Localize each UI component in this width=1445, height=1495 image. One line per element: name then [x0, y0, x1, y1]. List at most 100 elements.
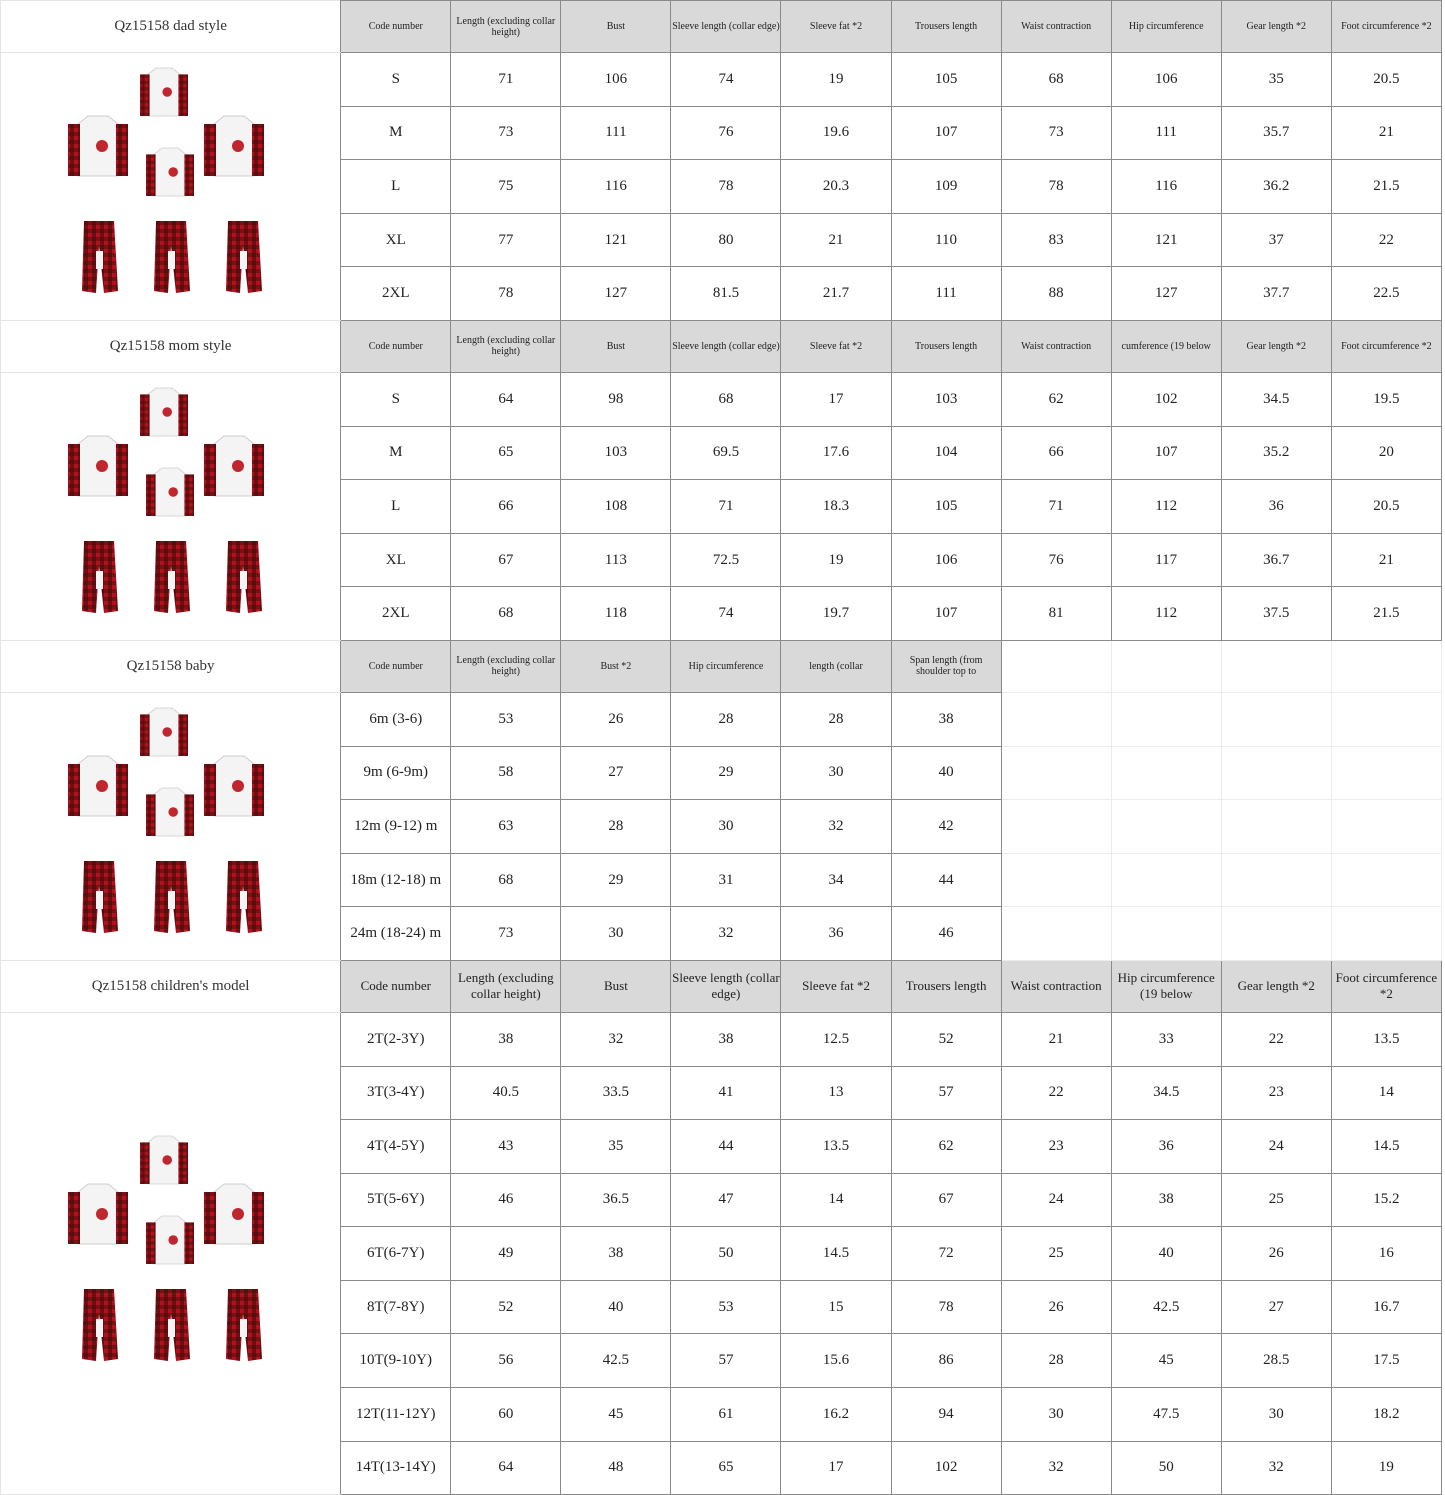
measurement-cell: 102 [890, 1440, 1002, 1495]
measurement-cell: 36.2 [1220, 159, 1332, 214]
table-row: 6m (3-6) 53 26 28 28 38 [0, 691, 1443, 961]
product-image-cell [0, 371, 342, 641]
measurement-cell: 78 [890, 1279, 1002, 1335]
empty-cell [1110, 639, 1222, 693]
measurement-cell: 105 [890, 479, 1002, 534]
measurement-cell: 72.5 [670, 532, 782, 588]
measurement-cell: 73 [450, 105, 562, 161]
measurement-cell: 117 [1110, 532, 1222, 588]
measurement-cell: 35 [1220, 52, 1332, 107]
section-header-row: Qz15158 baby Code number Length (excluding… [0, 639, 1443, 693]
empty-cell [1220, 745, 1332, 801]
measurement-cell: 67 [450, 532, 562, 588]
measurement-cell: 78 [450, 266, 562, 321]
measurement-cell: 35.2 [1220, 425, 1332, 481]
measurement-cell: 64 [450, 1440, 562, 1495]
table-row: 2T(2-3Y) 38 32 38 12.5 52 21 33 22 13.5 [0, 1011, 1443, 1495]
measurement-cell: 71 [450, 52, 562, 107]
size-cell: M [340, 425, 452, 481]
measurement-cell: 15.2 [1330, 1172, 1443, 1228]
section-title: Qz15158 mom style [0, 319, 342, 373]
measurement-cell: 36 [1110, 1119, 1222, 1174]
size-cell: L [340, 479, 452, 534]
measurement-cell: 68 [450, 852, 562, 908]
measurement-cell: 62 [890, 1119, 1002, 1174]
table-row: 3T(3-4Y) 40.5 33.5 41 13 57 22 34.5 23 14 [1, 1065, 1443, 1121]
measurement-cell: 36 [780, 906, 892, 961]
measurement-cell: 47 [670, 1172, 782, 1228]
column-header: Code number [340, 959, 452, 1013]
column-header: Bust [560, 959, 672, 1013]
measurement-cell: 13.5 [1330, 1011, 1443, 1067]
column-header: Waist contraction [1000, 319, 1112, 373]
column-header: Trousers length [890, 319, 1002, 373]
column-header: Sleeve fat *2 [780, 959, 892, 1013]
measurement-cell: 112 [1110, 479, 1222, 534]
measurement-cell: 21.5 [1330, 159, 1443, 214]
table-row: 8T(7-8Y) 52 40 53 15 78 26 42.5 27 16.7 [1, 1279, 1443, 1335]
size-cell: M [340, 105, 452, 161]
pajama-set-image [67, 388, 264, 614]
measurement-cell: 17 [780, 1440, 892, 1495]
table-row: M 65 103 69.5 17.6 104 66 107 35.2 20 [1, 425, 1443, 481]
empty-cell [1000, 745, 1112, 801]
measurement-cell: 28 [1000, 1333, 1112, 1389]
measurement-cell: 20.3 [780, 159, 892, 214]
measurement-cell: 14 [780, 1172, 892, 1228]
measurement-cell: 21.5 [1330, 586, 1443, 641]
measurement-cell: 42.5 [560, 1333, 672, 1389]
measurement-cell: 68 [670, 371, 782, 427]
size-cell: 6m (3-6) [340, 691, 452, 747]
measurement-cell: 14.5 [780, 1226, 892, 1281]
measurement-cell: 69.5 [670, 425, 782, 481]
measurement-cell: 104 [890, 425, 1002, 481]
empty-cell [1220, 852, 1332, 908]
column-header: Hip circumference [670, 639, 782, 693]
measurement-cell: 75 [450, 159, 562, 214]
measurement-cell: 73 [1000, 105, 1112, 161]
measurement-cell: 40 [1110, 1226, 1222, 1281]
measurement-cell: 50 [1110, 1440, 1222, 1495]
empty-cell [1330, 852, 1443, 908]
measurement-cell: 21 [1330, 105, 1443, 161]
empty-cell [1220, 691, 1332, 747]
measurement-cell: 103 [560, 425, 672, 481]
measurement-cell: 27 [560, 745, 672, 801]
measurement-cell: 28.5 [1220, 1333, 1332, 1389]
measurement-cell: 17.5 [1330, 1333, 1443, 1389]
size-cell: 10T(9-10Y) [340, 1333, 452, 1389]
measurement-cell: 106 [890, 532, 1002, 588]
measurement-cell: 40 [890, 745, 1002, 801]
measurement-cell: 42 [890, 799, 1002, 854]
measurement-cell: 29 [670, 745, 782, 801]
measurement-cell: 31 [670, 852, 782, 908]
table-row: L 66 108 71 18.3 105 71 112 36 20.5 [1, 479, 1443, 534]
measurement-cell: 80 [670, 212, 782, 268]
empty-cell [1000, 639, 1112, 693]
measurement-cell: 32 [780, 799, 892, 854]
measurement-cell: 35 [560, 1119, 672, 1174]
column-header: Bust *2 [560, 639, 672, 693]
measurement-cell: 98 [560, 371, 672, 427]
measurement-cell: 111 [890, 266, 1002, 321]
measurement-cell: 103 [890, 371, 1002, 427]
measurement-cell: 38 [1110, 1172, 1222, 1228]
measurement-cell: 22 [1330, 212, 1443, 268]
measurement-cell: 45 [560, 1387, 672, 1442]
size-cell: XL [340, 212, 452, 268]
measurement-cell: 60 [450, 1387, 562, 1442]
size-cell: 5T(5-6Y) [340, 1172, 452, 1228]
measurement-cell: 38 [450, 1011, 562, 1067]
empty-cell [1330, 906, 1443, 961]
measurement-cell: 23 [1220, 1065, 1332, 1121]
measurement-cell: 30 [1000, 1387, 1112, 1442]
measurement-cell: 21 [1330, 532, 1443, 588]
column-header: Length (excluding collar height) [450, 0, 562, 53]
table-row: 4T(4-5Y) 43 35 44 13.5 62 23 36 24 14.5 [1, 1119, 1443, 1174]
table-row: S 64 98 68 17 103 62 102 34.5 19.5 [0, 371, 1443, 641]
empty-cell [1220, 799, 1332, 854]
measurement-cell: 40 [560, 1279, 672, 1335]
measurement-cell: 19.7 [780, 586, 892, 641]
measurement-cell: 24 [1000, 1172, 1112, 1228]
